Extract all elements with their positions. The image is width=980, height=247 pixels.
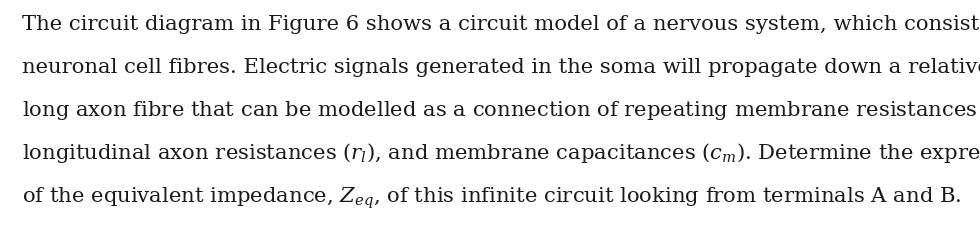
Text: longitudinal axon resistances ($r_{l}$), and membrane capacitances ($c_{m}$). De: longitudinal axon resistances ($r_{l}$),… [22, 141, 980, 165]
Text: long axon fibre that can be modelled as a connection of repeating membrane resis: long axon fibre that can be modelled as … [22, 98, 980, 122]
Text: neuronal cell fibres. Electric signals generated in the soma will propagate down: neuronal cell fibres. Electric signals g… [22, 58, 980, 77]
Text: of the equivalent impedance, $Z_{eq}$, of this infinite circuit looking from ter: of the equivalent impedance, $Z_{eq}$, o… [22, 185, 961, 211]
Text: The circuit diagram in Figure 6 shows a circuit model of a nervous system, which: The circuit diagram in Figure 6 shows a … [22, 15, 980, 34]
